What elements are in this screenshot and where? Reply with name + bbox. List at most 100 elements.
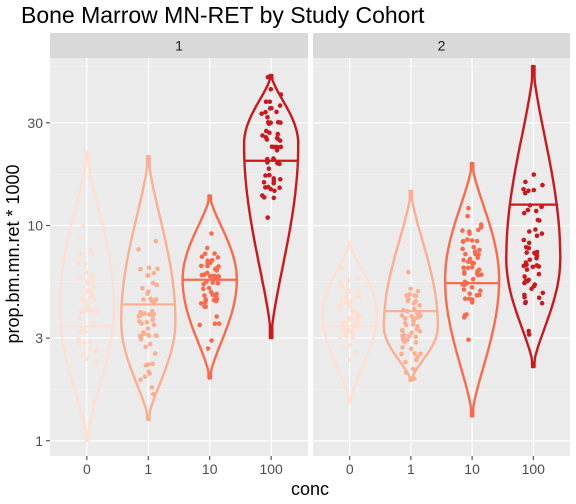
data-point: [409, 330, 415, 336]
data-point: [409, 313, 415, 319]
data-point: [80, 223, 86, 229]
y-tick-label: 3: [35, 330, 43, 346]
data-point: [400, 337, 406, 342]
data-point: [274, 109, 279, 115]
data-point: [204, 279, 209, 285]
data-point: [84, 270, 89, 275]
data-point: [466, 205, 471, 211]
data-point: [407, 291, 413, 297]
data-point: [268, 86, 274, 92]
data-point: [205, 261, 210, 267]
data-point: [78, 329, 84, 335]
data-point: [216, 321, 222, 327]
data-point: [408, 346, 414, 352]
data-point: [467, 291, 473, 297]
data-point: [147, 312, 152, 317]
chart-title: Bone Marrow MN-RET by Study Cohort: [21, 2, 425, 28]
data-point: [399, 313, 405, 318]
data-point: [537, 218, 542, 223]
data-point: [462, 315, 467, 320]
data-point: [76, 340, 81, 346]
data-point: [348, 317, 354, 323]
data-point: [337, 306, 343, 312]
data-point: [461, 287, 467, 292]
data-point: [265, 156, 270, 162]
y-tick-label: 10: [27, 218, 43, 234]
data-point: [526, 245, 532, 251]
data-point: [141, 330, 146, 335]
data-point: [540, 182, 545, 188]
data-point: [265, 74, 271, 80]
data-point: [521, 263, 527, 269]
data-point: [399, 327, 405, 333]
data-point: [345, 278, 351, 283]
data-point: [141, 297, 146, 302]
data-point: [523, 260, 529, 265]
data-point: [346, 327, 352, 333]
data-point: [278, 92, 284, 97]
data-point: [472, 249, 478, 254]
data-point: [344, 333, 349, 339]
data-point: [142, 374, 148, 380]
facet-strip: [50, 33, 308, 58]
data-point: [350, 335, 355, 340]
data-point: [154, 282, 160, 288]
data-point: [94, 309, 99, 314]
violin-outline: [505, 64, 562, 369]
data-point: [213, 294, 219, 299]
data-point: [138, 337, 144, 342]
data-point: [78, 236, 83, 241]
facet-strip: [313, 33, 570, 58]
data-point: [477, 247, 482, 253]
data-point: [202, 272, 207, 277]
data-point: [271, 195, 277, 201]
data-point: [93, 358, 99, 364]
data-point: [265, 160, 270, 165]
data-point: [263, 99, 269, 104]
data-point: [214, 314, 219, 319]
data-point: [267, 172, 272, 178]
data-point: [460, 239, 466, 245]
data-point: [408, 286, 414, 292]
data-point: [277, 103, 283, 108]
data-point: [418, 351, 423, 357]
y-axis-title: prop.bm.mn.ret * 1000: [3, 164, 23, 343]
data-point: [212, 321, 218, 327]
data-point: [469, 238, 475, 243]
data-point: [403, 316, 408, 321]
data-point: [202, 251, 208, 256]
data-point: [88, 247, 93, 253]
data-point: [88, 274, 94, 279]
data-point: [278, 120, 283, 125]
data-point: [205, 346, 211, 351]
data-point: [78, 310, 83, 315]
data-point: [400, 307, 406, 313]
data-point: [529, 286, 534, 292]
data-point: [260, 193, 265, 198]
data-point: [346, 343, 352, 348]
data-point: [474, 293, 480, 298]
data-point: [215, 281, 221, 286]
data-point: [405, 296, 411, 301]
facet-strip-label: 2: [438, 38, 446, 54]
data-point: [415, 354, 420, 360]
x-tick-label: 1: [407, 461, 415, 477]
data-point: [150, 280, 156, 286]
data-point: [207, 273, 213, 279]
data-point: [471, 244, 477, 250]
data-point: [466, 337, 471, 343]
data-point: [354, 312, 359, 317]
data-point: [534, 263, 540, 268]
data-point: [82, 261, 88, 266]
data-point: [260, 133, 265, 138]
data-point: [155, 266, 160, 272]
data-point: [353, 350, 358, 355]
data-point: [469, 285, 475, 290]
data-point: [463, 251, 468, 257]
violin-outline: [58, 150, 116, 442]
data-point: [465, 237, 470, 242]
data-point: [403, 359, 408, 365]
data-point: [522, 274, 527, 279]
data-point: [277, 161, 282, 167]
